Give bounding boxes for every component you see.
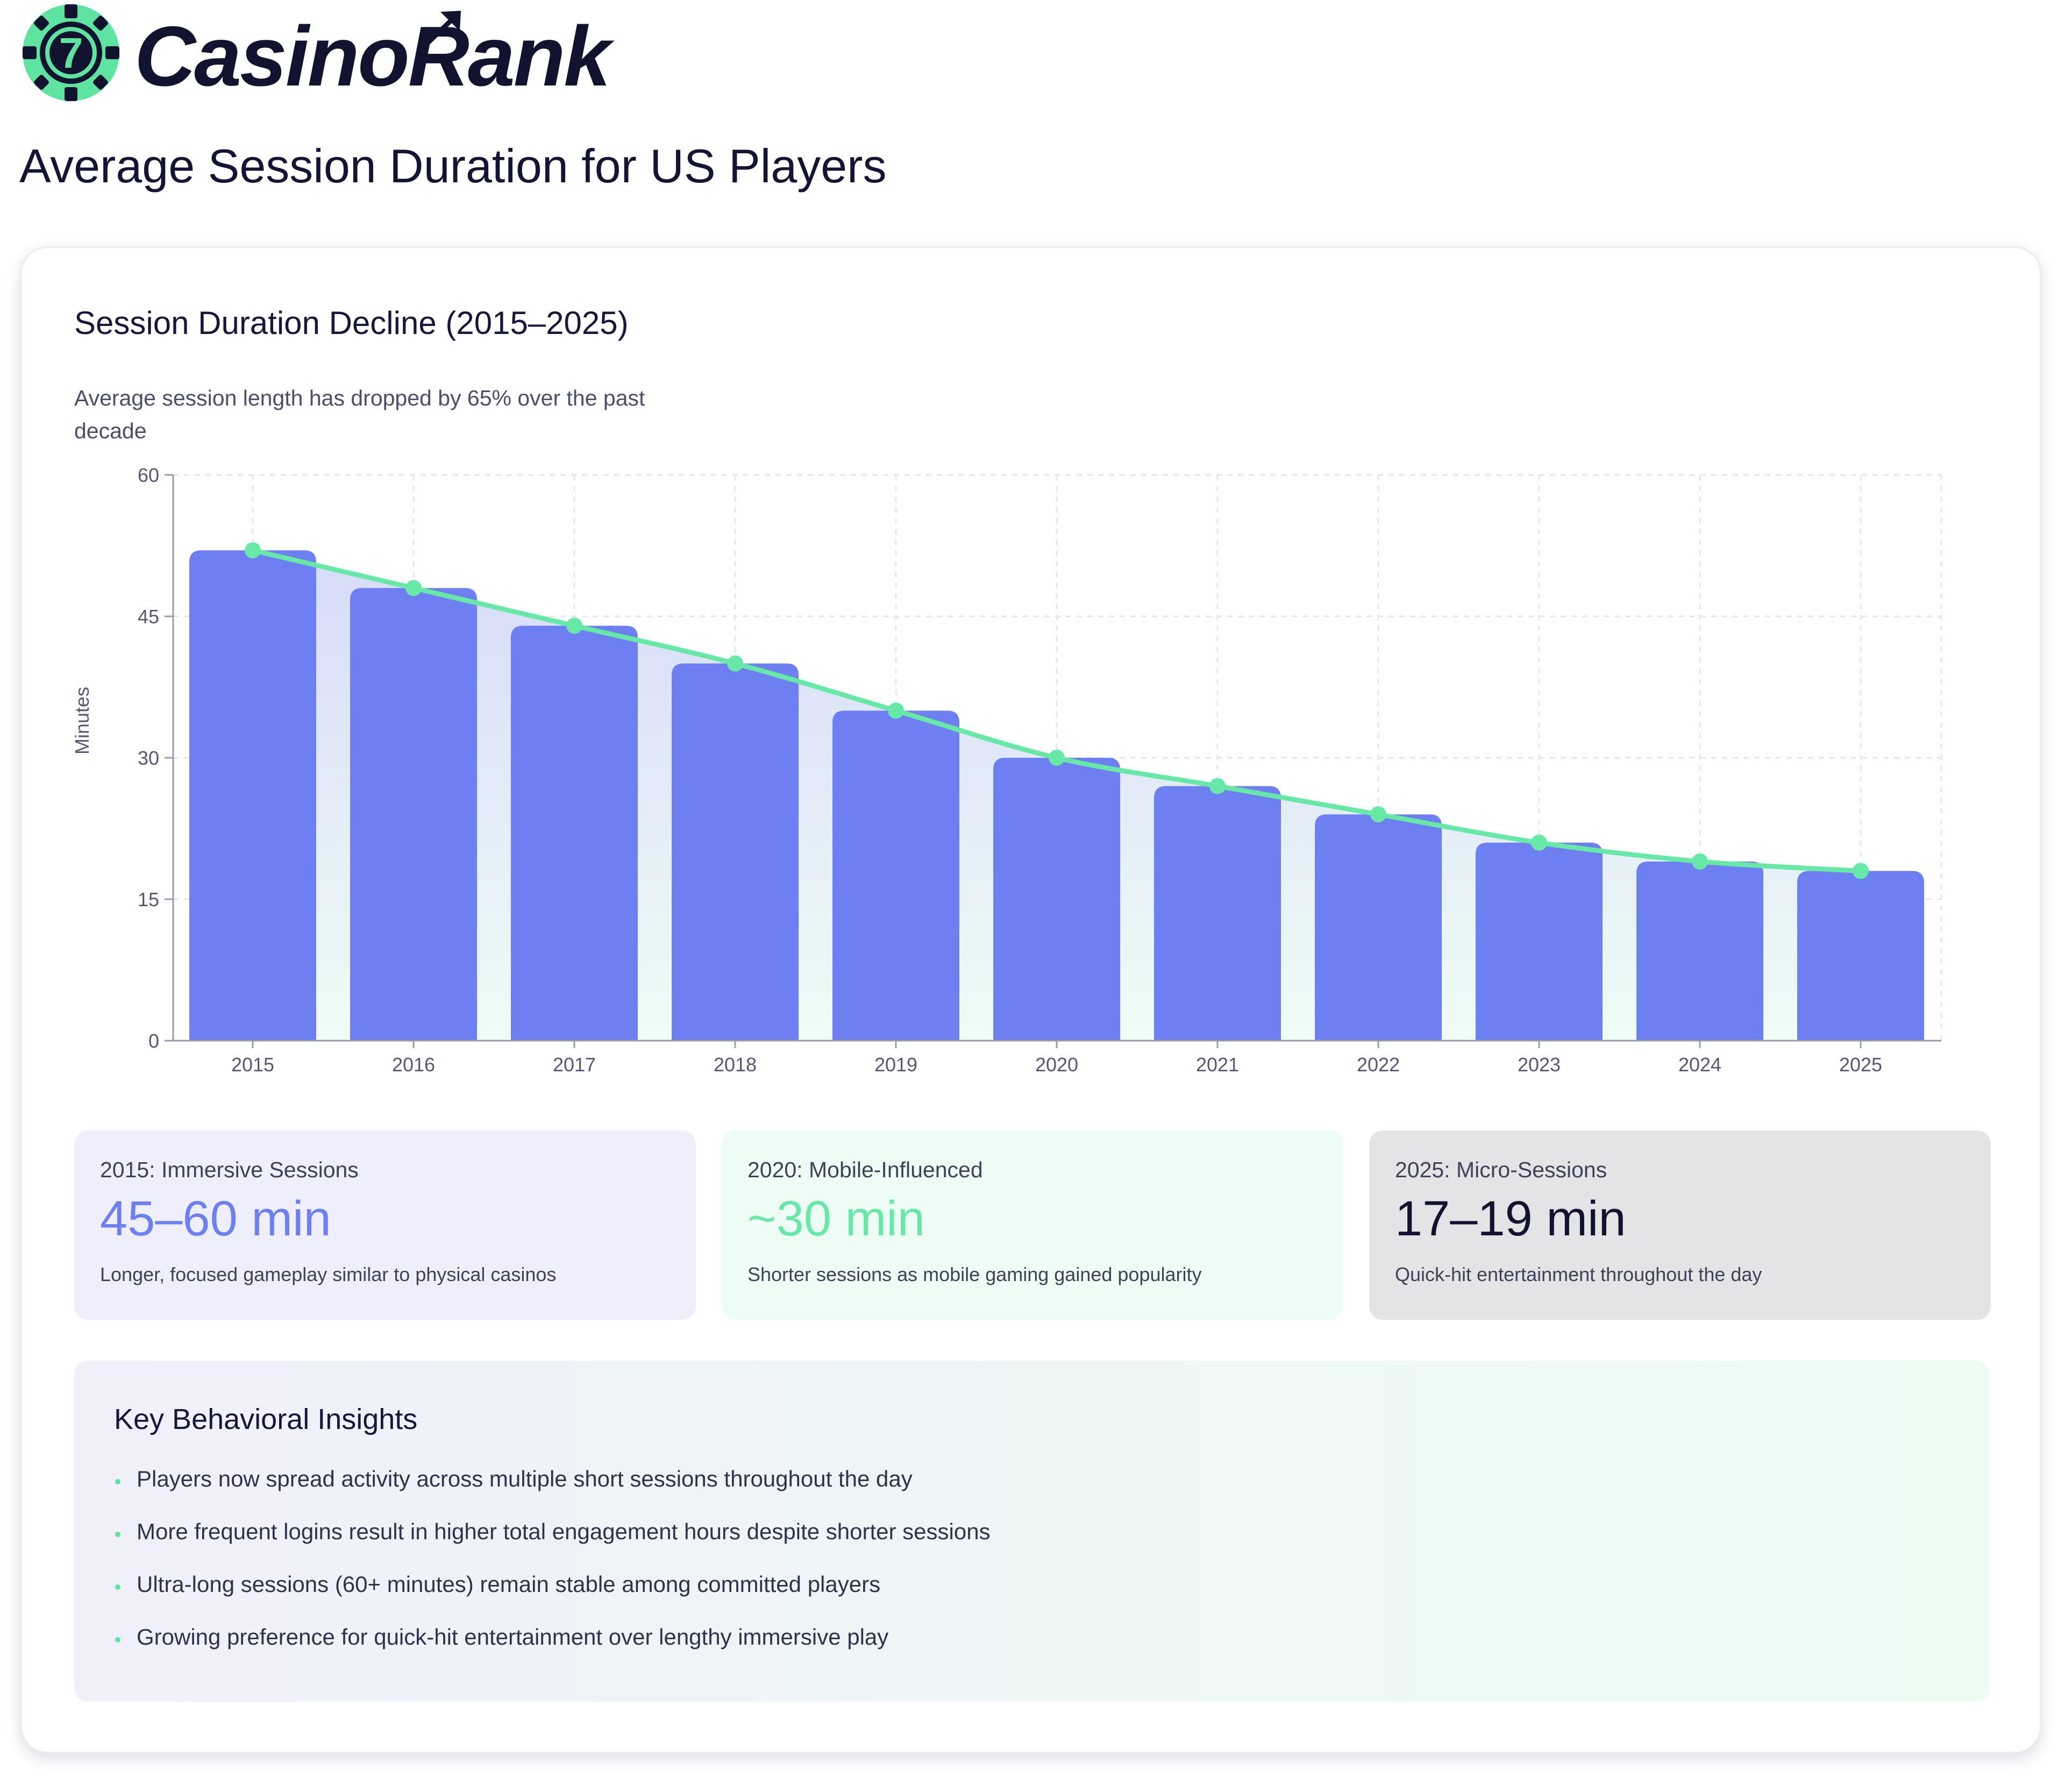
y-tick-label: 45	[138, 606, 159, 628]
insight-text: Ultra-long sessions (60+ minutes) remain…	[137, 1571, 881, 1597]
bullet-icon	[115, 1584, 120, 1590]
insight-item: Growing preference for quick-hit enterta…	[114, 1616, 1990, 1668]
bar-2015	[189, 550, 316, 1041]
arrow-up-right-icon	[418, 11, 461, 52]
y-tick-label: 30	[138, 747, 159, 769]
x-tick-label: 2017	[553, 1054, 596, 1076]
session-duration-chart: 0 15 30 45 60 2015 2016 2017 2018 2019 2020 2021 202…	[71, 464, 1942, 1076]
axes	[165, 474, 1941, 1048]
brand-name-accent: Rank	[408, 9, 611, 104]
stat-label: 2020: Mobile-Influenced	[747, 1157, 983, 1182]
y-tick-label: 60	[138, 464, 159, 486]
bar-2022	[1315, 814, 1442, 1041]
stat-value: ~30 min	[747, 1191, 925, 1246]
point-2022	[1370, 806, 1386, 823]
x-tick-label: 2015	[231, 1054, 274, 1076]
x-tick-label: 2025	[1839, 1054, 1882, 1076]
insight-text: More frequent logins result in higher to…	[137, 1519, 991, 1544]
chart-subtitle: Average session length has dropped by 65…	[74, 386, 645, 443]
point-2024	[1692, 853, 1708, 870]
bars	[189, 550, 1924, 1041]
logo[interactable]: 7 CasinoRank	[22, 3, 611, 105]
y-tick-label: 15	[138, 888, 159, 911]
stat-value: 45–60 min	[100, 1191, 331, 1246]
point-2017	[566, 617, 582, 634]
x-tick-label: 2020	[1035, 1054, 1078, 1076]
insight-text: Growing preference for quick-hit enterta…	[137, 1624, 889, 1649]
stat-card-2025: 2025: Micro-Sessions 17–19 min Quick-hit…	[1369, 1130, 1991, 1320]
stat-card-2015: 2015: Immersive Sessions 45–60 min Longe…	[74, 1130, 696, 1320]
bullet-icon	[115, 1479, 120, 1484]
point-2018	[727, 655, 743, 672]
point-2020	[1049, 750, 1065, 766]
insights-title: Key Behavioral Insights	[114, 1403, 418, 1435]
bar-2018	[672, 663, 799, 1041]
point-2023	[1531, 834, 1547, 851]
page-title: Average Session Duration for US Players	[19, 139, 887, 193]
insight-item: Ultra-long sessions (60+ minutes) remain…	[114, 1563, 1990, 1616]
stat-description: Quick-hit entertainment throughout the d…	[1395, 1263, 1762, 1285]
brand-name: CasinoRank	[134, 5, 611, 108]
stat-card-2020: 2020: Mobile-Influenced ~30 min Shorter …	[722, 1130, 1343, 1320]
bar-2021	[1154, 786, 1281, 1041]
stat-label: 2015: Immersive Sessions	[100, 1157, 359, 1182]
point-2016	[405, 580, 422, 596]
insights-list: Players now spread activity across multi…	[114, 1457, 1990, 1668]
point-2015	[245, 542, 261, 559]
x-tick-label: 2019	[874, 1054, 917, 1076]
insight-item: Players now spread activity across multi…	[114, 1457, 1990, 1510]
bar-2020	[993, 758, 1120, 1041]
point-2021	[1209, 778, 1226, 794]
bar-2016	[350, 588, 477, 1041]
brand-name-main: Casino	[134, 9, 410, 104]
bar-2017	[511, 625, 638, 1041]
chart-title: Session Duration Decline (2015–2025)	[74, 305, 629, 341]
stat-label: 2025: Micro-Sessions	[1395, 1157, 1607, 1182]
insights-panel: Key Behavioral Insights Players now spre…	[74, 1361, 1990, 1702]
bar-2024	[1636, 861, 1763, 1041]
insight-text: Players now spread activity across multi…	[137, 1466, 913, 1491]
x-tick-label: 2016	[392, 1054, 435, 1076]
point-2019	[888, 702, 904, 719]
bar-2019	[832, 710, 959, 1041]
trend-points	[245, 542, 1869, 879]
x-tick-label: 2021	[1196, 1054, 1239, 1076]
bar-2025	[1797, 871, 1924, 1041]
stat-description: Shorter sessions as mobile gaming gained…	[747, 1263, 1202, 1285]
stat-value: 17–19 min	[1395, 1191, 1626, 1246]
x-tick-label: 2018	[714, 1054, 757, 1076]
tick-labels: 0 15 30 45 60 2015 2016 2017 2018 2019 2020 2021 202…	[71, 464, 1882, 1076]
bullet-icon	[115, 1532, 120, 1537]
x-tick-label: 2024	[1678, 1054, 1721, 1076]
x-tick-label: 2023	[1518, 1054, 1561, 1076]
x-tick-label: 2022	[1357, 1054, 1400, 1076]
point-2025	[1853, 863, 1869, 879]
bullet-icon	[115, 1637, 120, 1642]
casino-chip-icon: 7	[23, 4, 119, 101]
y-tick-label: 0	[148, 1030, 159, 1052]
y-axis-label: Minutes	[71, 687, 93, 755]
bar-2023	[1476, 842, 1603, 1041]
stat-description: Longer, focused gameplay similar to phys…	[100, 1263, 557, 1285]
chip-number: 7	[59, 29, 83, 77]
insight-item: More frequent logins result in higher to…	[114, 1510, 1990, 1563]
